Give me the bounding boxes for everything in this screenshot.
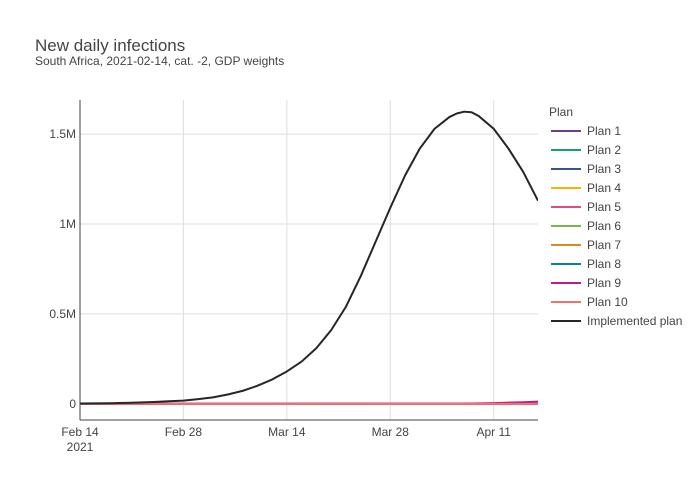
legend-item-plan-7[interactable]: Plan 7 [551, 238, 621, 252]
x-tick-label: Feb 14 [61, 425, 99, 439]
legend-label: Plan 7 [587, 238, 621, 252]
chart-subtitle: South Africa, 2021-02-14, cat. -2, GDP w… [35, 54, 284, 68]
legend-item-implemented-plan[interactable]: Implemented plan [551, 314, 682, 328]
y-tick-label: 1M [59, 217, 76, 231]
legend-label: Plan 10 [587, 295, 628, 309]
legend[interactable]: Plan Plan 1 Plan 2 Plan 3 Plan 4 Plan 5 Plan … [549, 105, 682, 328]
legend-label: Implemented plan [587, 314, 682, 328]
y-tick-label: 0.5M [49, 307, 76, 321]
series-layer [80, 110, 538, 405]
legend-item-plan-2[interactable]: Plan 2 [551, 143, 621, 157]
legend-label: Plan 9 [587, 276, 621, 290]
legend-label: Plan 8 [587, 257, 621, 271]
legend-label: Plan 5 [587, 200, 621, 214]
legend-label: Plan 3 [587, 162, 621, 176]
x-tick-sublabel: 2021 [67, 440, 94, 454]
legend-item-plan-8[interactable]: Plan 8 [551, 257, 621, 271]
legend-item-plan-4[interactable]: Plan 4 [551, 181, 621, 195]
x-tick-label: Apr 11 [476, 425, 511, 439]
legend-item-plan-3[interactable]: Plan 3 [551, 162, 621, 176]
legend-item-plan-9[interactable]: Plan 9 [551, 276, 621, 290]
chart-title: New daily infections [35, 36, 185, 55]
legend-title: Plan [549, 105, 573, 119]
legend-item-plan-1[interactable]: Plan 1 [551, 124, 621, 138]
y-tick-label: 0 [69, 397, 76, 411]
legend-item-plan-6[interactable]: Plan 6 [551, 219, 621, 233]
series-line-implemented-plan [80, 110, 538, 405]
y-tick-label: 1.5M [49, 127, 76, 141]
legend-label: Plan 2 [587, 143, 621, 157]
x-tick-label: Mar 14 [268, 425, 306, 439]
legend-item-plan-5[interactable]: Plan 5 [551, 200, 621, 214]
legend-label: Plan 1 [587, 124, 621, 138]
legend-label: Plan 6 [587, 219, 621, 233]
legend-item-plan-10[interactable]: Plan 10 [551, 295, 628, 309]
legend-label: Plan 4 [587, 181, 621, 195]
x-tick-label: Mar 28 [372, 425, 410, 439]
grid-layer [80, 100, 538, 420]
x-tick-label: Feb 28 [165, 425, 203, 439]
